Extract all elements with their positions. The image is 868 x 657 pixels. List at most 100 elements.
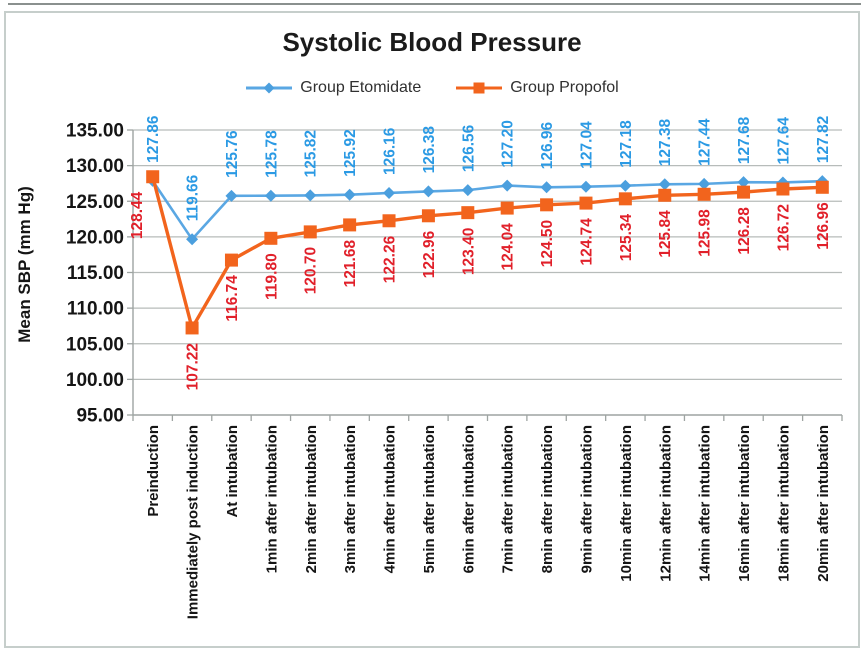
x-tick-label: 18min after intubation	[775, 425, 792, 582]
data-label: 124.50	[539, 220, 556, 267]
legend-label-propofol: Group Propofol	[510, 79, 619, 96]
data-label: 124.04	[500, 223, 517, 271]
data-label: 126.56	[460, 124, 477, 172]
marker-diamond	[422, 185, 435, 198]
data-label: 127.38	[657, 119, 674, 167]
x-tick-label: 12min after intubation	[657, 425, 674, 582]
marker-diamond	[264, 189, 277, 202]
data-label: 126.38	[421, 126, 438, 174]
x-tick-label: 16min after intubation	[736, 425, 753, 582]
marker-square	[500, 201, 514, 215]
x-tick-label: 4min after intubation	[382, 425, 399, 573]
marker-square	[815, 180, 829, 194]
data-label: 125.98	[697, 209, 714, 257]
marker-square	[382, 214, 396, 228]
data-label: 122.26	[382, 235, 399, 283]
data-label: 125.76	[224, 130, 241, 178]
x-tick-label: 8min after intubation	[539, 425, 556, 573]
marker-square	[697, 187, 711, 201]
data-label: 126.96	[539, 121, 556, 169]
data-label: 126.28	[736, 207, 753, 255]
data-label: 121.68	[342, 240, 359, 288]
marker-square	[303, 225, 317, 239]
x-tick-label: 10min after intubation	[618, 425, 635, 582]
marker-diamond	[737, 176, 750, 189]
marker-diamond	[698, 177, 711, 190]
marker-square	[343, 218, 357, 232]
marker-diamond	[186, 233, 199, 246]
data-label: 127.20	[500, 120, 517, 167]
legend-label-etomidate: Group Etomidate	[300, 79, 422, 96]
data-label: 127.82	[815, 116, 832, 163]
y-axis-title: Mean SBP (mm Hg)	[15, 186, 34, 343]
etomidate-line-marker-icon	[246, 82, 293, 94]
legend-marker-diamond	[263, 82, 275, 94]
x-tick-label: 7min after intubation	[500, 425, 517, 573]
legend-item-propofol: Group Propofol	[455, 79, 619, 97]
marker-diamond	[343, 188, 356, 201]
marker-square	[540, 198, 554, 212]
x-tick-label: 9min after intubation	[578, 425, 595, 573]
data-label: 125.78	[263, 130, 280, 178]
data-label: 125.34	[618, 213, 635, 261]
data-label: 116.74	[224, 275, 241, 322]
y-tick-label: 110.00	[67, 299, 124, 320]
x-tick-label: Preinduction	[145, 425, 162, 517]
data-label: 125.84	[657, 210, 674, 258]
series-line-0	[151, 179, 823, 241]
y-tick-label: 105.00	[66, 334, 124, 355]
data-label: 119.80	[263, 253, 280, 300]
y-tick-label: 130.00	[66, 156, 124, 177]
marker-square	[618, 192, 632, 206]
chart-title: Systolic Blood Pressure	[282, 27, 582, 57]
x-tick-label: Immediately post induction	[185, 425, 202, 619]
y-tick-label: 125.00	[66, 192, 124, 213]
legend-item-etomidate: Group Etomidate	[245, 79, 421, 97]
marker-diamond	[461, 184, 474, 197]
marker-diamond	[658, 178, 671, 191]
data-label: 126.72	[775, 204, 792, 251]
y-tick-label: 120.00	[66, 227, 124, 248]
marker-square	[185, 321, 199, 335]
propofol-line-marker-icon	[456, 82, 503, 94]
data-label: 125.92	[342, 129, 359, 176]
marker-square	[737, 185, 751, 199]
data-label: 127.44	[697, 118, 714, 166]
marker-square	[461, 206, 475, 220]
marker-diamond	[383, 186, 396, 199]
marker-square	[264, 231, 278, 245]
x-tick-label: 3min after intubation	[342, 425, 359, 573]
data-label: 126.96	[815, 202, 832, 250]
marker-square	[224, 253, 238, 267]
data-label: 127.18	[618, 120, 635, 168]
data-label: 107.22	[185, 343, 202, 390]
data-label: 128.44	[129, 191, 146, 239]
data-label: 119.66	[185, 174, 202, 221]
marker-diamond	[579, 180, 592, 193]
data-label: 122.96	[421, 230, 438, 278]
marker-square	[658, 188, 672, 202]
x-tick-label: 6min after intubation	[460, 425, 477, 573]
data-label: 120.70	[303, 247, 320, 294]
marker-square	[776, 182, 790, 196]
data-label: 127.68	[736, 116, 753, 164]
marker-diamond	[501, 179, 514, 192]
x-tick-label: 5min after intubation	[421, 425, 438, 573]
legend-marker-square	[473, 82, 485, 94]
chart-frame: Systolic Blood Pressure Group Etomidate …	[4, 11, 860, 648]
y-tick-label: 115.00	[67, 263, 124, 284]
marker-diamond	[304, 189, 317, 202]
marker-square	[579, 196, 593, 210]
marker-diamond	[225, 189, 238, 202]
chart-legend: Group Etomidate Group Propofol	[6, 79, 858, 97]
data-label: 127.86	[145, 115, 162, 163]
y-tick-label: 95.00	[76, 406, 124, 427]
top-rule-line	[8, 3, 861, 5]
marker-diamond	[619, 179, 632, 192]
y-tick-label: 100.00	[66, 370, 124, 391]
y-tick-label: 135.00	[66, 121, 124, 142]
data-label: 125.82	[303, 130, 320, 177]
x-tick-label: At intubation	[224, 425, 241, 517]
